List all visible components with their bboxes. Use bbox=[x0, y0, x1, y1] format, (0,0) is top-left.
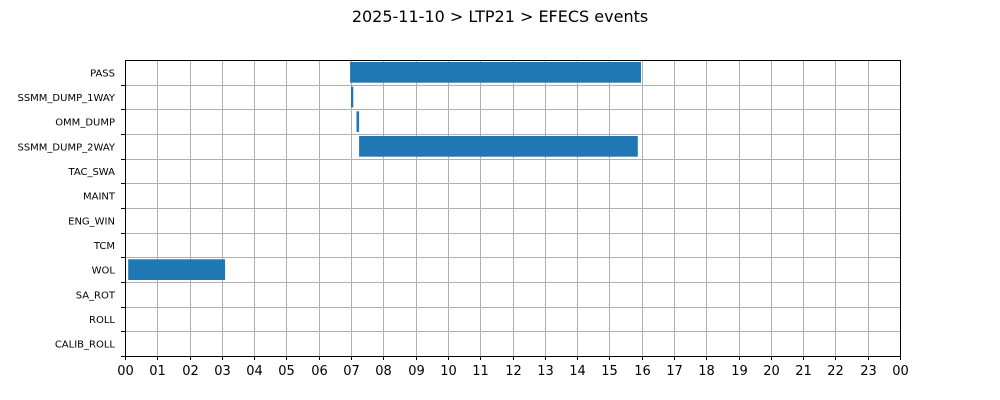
y-category-label: SA_ROT bbox=[76, 290, 116, 301]
grid-lines bbox=[125, 60, 901, 356]
x-tick-label: 23 bbox=[860, 364, 877, 379]
x-tick-label: 06 bbox=[311, 364, 328, 379]
x-tick-label: 12 bbox=[505, 364, 522, 379]
x-tick-label: 00 bbox=[117, 364, 134, 379]
y-category-label: WOL bbox=[92, 266, 116, 277]
chart-title: 2025-11-10 > LTP21 > EFECS events bbox=[352, 7, 648, 26]
y-category-label: TCM bbox=[93, 241, 115, 252]
x-tick-label: 08 bbox=[375, 364, 392, 379]
event-bar bbox=[350, 62, 641, 83]
x-tick-label: 07 bbox=[343, 364, 360, 379]
event-bar bbox=[351, 86, 354, 108]
y-category-label: ROLL bbox=[89, 315, 115, 326]
x-tick-label: 04 bbox=[246, 364, 263, 379]
x-tick-label: 22 bbox=[827, 364, 844, 379]
x-tick-label: 18 bbox=[698, 364, 715, 379]
x-tick-label: 13 bbox=[537, 364, 554, 379]
x-axis-labels: 00 01 02 03 04 05 06 07 08 09 10 11 12 13 14 15 16 17 18 19… bbox=[117, 364, 909, 379]
y-category-label: TAC_SWA bbox=[67, 167, 115, 178]
y-category-label: ENG_WIN bbox=[68, 216, 115, 227]
y-category-label: SSMM_DUMP_2WAY bbox=[17, 142, 115, 153]
x-tick-label: 02 bbox=[182, 364, 199, 379]
y-category-label: MAINT bbox=[83, 192, 116, 203]
event-bar bbox=[359, 136, 638, 157]
x-tick-label: 05 bbox=[278, 364, 295, 379]
event-bars bbox=[128, 62, 641, 280]
x-tick-label: 11 bbox=[472, 364, 489, 379]
x-tick-label: 19 bbox=[731, 364, 748, 379]
x-tick-label: 20 bbox=[763, 364, 780, 379]
x-tick-label: 01 bbox=[149, 364, 166, 379]
x-tick-label: 10 bbox=[440, 364, 457, 379]
y-axis-labels: PASS SSMM_DUMP_1WAY OMM_DUMP SSMM_DUMP_2WAY… bbox=[17, 68, 115, 350]
x-tick-label: 03 bbox=[214, 364, 231, 379]
event-bar bbox=[128, 259, 226, 280]
x-tick-label: 00 bbox=[892, 364, 909, 379]
x-tick-label: 14 bbox=[569, 364, 586, 379]
axis-ticks bbox=[121, 85, 901, 360]
event-bar bbox=[356, 111, 360, 132]
y-category-label: CALIB_ROLL bbox=[55, 340, 116, 351]
y-category-label: SSMM_DUMP_1WAY bbox=[17, 93, 115, 104]
y-category-label: OMM_DUMP bbox=[55, 118, 115, 129]
x-tick-label: 21 bbox=[795, 364, 812, 379]
x-tick-label: 17 bbox=[666, 364, 683, 379]
x-tick-label: 16 bbox=[634, 364, 651, 379]
x-tick-label: 09 bbox=[408, 364, 425, 379]
x-tick-label: 15 bbox=[601, 364, 618, 379]
y-category-label: PASS bbox=[90, 68, 115, 79]
